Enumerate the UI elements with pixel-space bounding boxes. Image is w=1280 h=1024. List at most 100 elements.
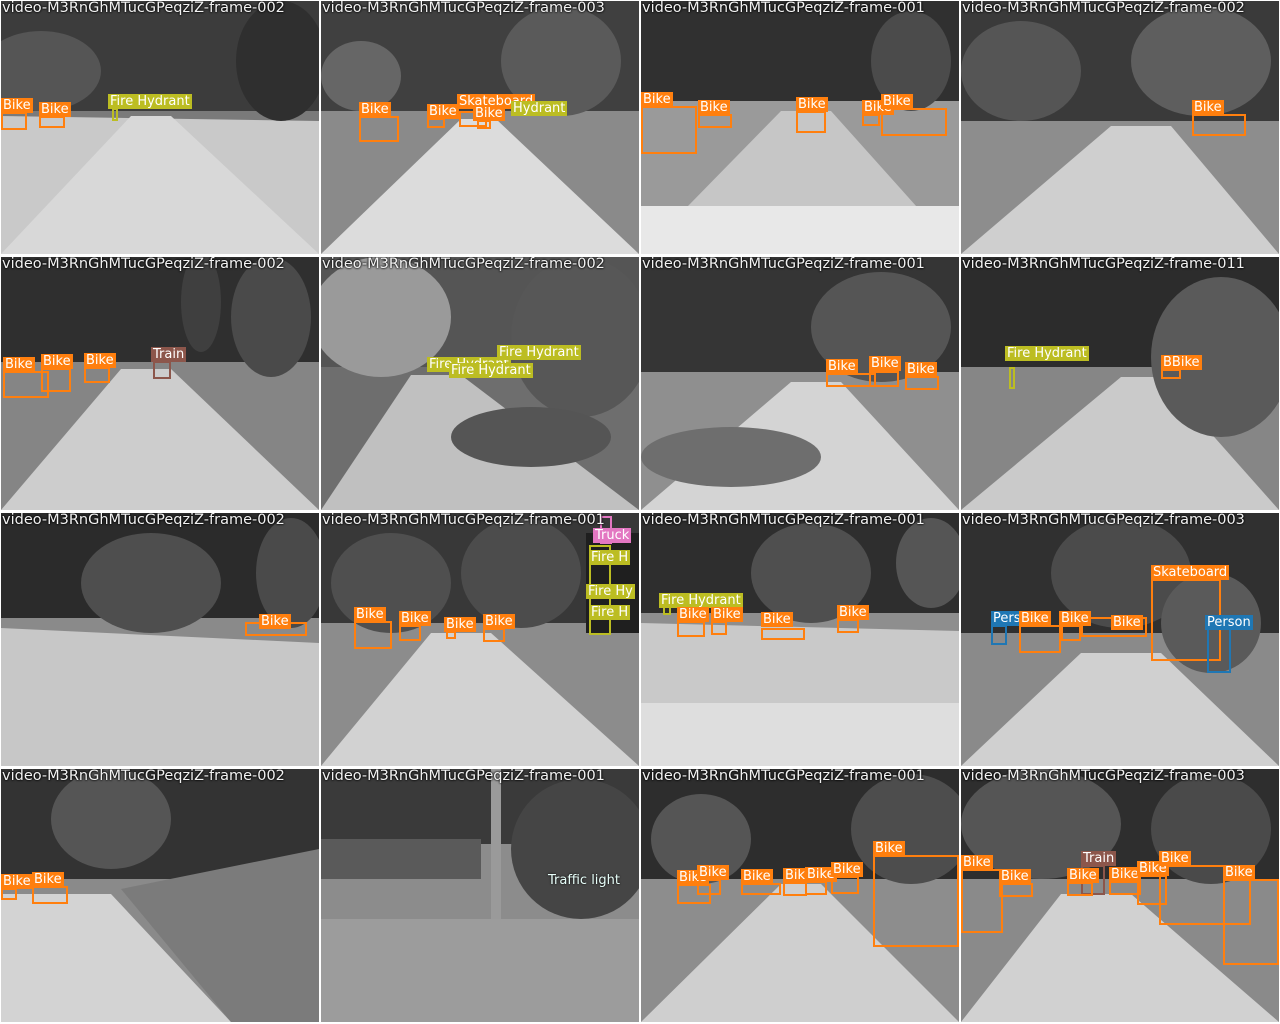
detection-box[interactable] (796, 111, 826, 133)
detection-label: Bike (1223, 865, 1255, 880)
detection-box[interactable] (41, 368, 71, 392)
detection-box[interactable] (483, 628, 505, 642)
detection-box[interactable] (1061, 625, 1081, 641)
detection-label: Bike (1067, 868, 1099, 883)
detection-label: Bike (41, 354, 73, 369)
detection-box[interactable] (905, 376, 939, 390)
detection-box[interactable] (1137, 875, 1167, 905)
detection-label: Bike (1, 874, 33, 889)
detection-box[interactable] (869, 371, 899, 387)
detection-label: Fire Hydrant (497, 345, 581, 360)
detection-label: Bike (711, 607, 743, 622)
thermal-road-scene (1, 769, 319, 1022)
detection-label: Bike (826, 359, 858, 374)
detection-label: Bike (1159, 851, 1191, 866)
detection-box[interactable] (826, 373, 876, 387)
detection-box[interactable] (32, 886, 68, 904)
detection-box[interactable] (991, 625, 1007, 645)
frame-tile[interactable]: video-M3RnGhMTucGPeqziZ-frame-002 Bike (1, 513, 319, 766)
detection-box[interactable] (805, 881, 827, 895)
detection-box[interactable] (1159, 865, 1251, 925)
detection-box[interactable] (153, 361, 171, 379)
detection-box[interactable] (698, 114, 732, 128)
thermal-road-scene (641, 513, 959, 766)
detection-box[interactable] (862, 114, 880, 126)
frame-tile[interactable]: video-M3RnGhMTucGPeqziZ-frame-001 Bike B… (321, 513, 639, 766)
detection-box[interactable] (1019, 625, 1061, 653)
frame-tile[interactable]: video-M3RnGhMTucGPeqziZ-frame-002 Bike (961, 1, 1279, 254)
detection-label: Bike (427, 104, 459, 119)
detection-box[interactable] (399, 625, 421, 641)
detection-label: Bike (905, 362, 937, 377)
detection-box[interactable] (999, 883, 1033, 897)
detection-box[interactable] (359, 116, 399, 142)
detection-box[interactable] (831, 876, 859, 894)
detection-box[interactable] (1109, 881, 1141, 895)
detection-box[interactable] (1161, 369, 1181, 379)
frame-title: video-M3RnGhMTucGPeqziZ-frame-002 (322, 257, 605, 272)
frame-tile[interactable]: video-M3RnGhMTucGPeqziZ-frame-002 Bike B… (1, 257, 319, 510)
frame-tile[interactable]: video-M3RnGhMTucGPeqziZ-frame-001 Traffi… (321, 769, 639, 1022)
detection-label: Skateboard (1151, 565, 1230, 580)
frame-tile[interactable]: video-M3RnGhMTucGPeqziZ-frame-003 Bike B… (961, 769, 1279, 1022)
thermal-road-scene (961, 1, 1279, 254)
detection-box[interactable] (1223, 879, 1279, 965)
detection-label: Fire H (589, 605, 631, 620)
detection-box[interactable] (711, 621, 727, 635)
detection-box[interactable] (427, 118, 445, 128)
frame-tile[interactable]: video-M3RnGhMTucGPeqziZ-frame-002 Bike B… (1, 1, 319, 254)
detection-label: Bike (354, 607, 386, 622)
detection-label: Bike (677, 607, 709, 622)
detection-box[interactable] (881, 108, 947, 136)
detection-box[interactable] (1067, 882, 1093, 896)
detection-box[interactable] (697, 879, 721, 895)
detection-box[interactable] (761, 628, 805, 640)
thermal-road-scene (1, 513, 319, 766)
detection-box[interactable] (3, 371, 49, 398)
detection-box[interactable] (1192, 114, 1246, 136)
detection-box[interactable] (641, 106, 697, 154)
frame-tile[interactable]: video-M3RnGhMTucGPeqziZ-frame-003 Bike B… (321, 1, 639, 254)
detection-label: Bike (1019, 611, 1051, 626)
detection-label: Bike (961, 855, 993, 870)
frame-title: video-M3RnGhMTucGPeqziZ-frame-002 (962, 1, 1245, 16)
frame-tile[interactable]: video-M3RnGhMTucGPeqziZ-frame-002 Fire H… (321, 257, 639, 510)
detection-box[interactable] (39, 116, 65, 128)
detection-label: Bike (641, 92, 673, 107)
detection-box[interactable] (837, 619, 859, 633)
detection-box[interactable] (1009, 367, 1015, 389)
frame-tile[interactable]: video-M3RnGhMTucGPeqziZ-frame-001 Fire H… (641, 513, 959, 766)
detection-box[interactable] (677, 621, 705, 637)
thermal-road-scene (641, 1, 959, 254)
detection-box[interactable] (741, 883, 781, 895)
frame-tile[interactable]: video-M3RnGhMTucGPeqziZ-frame-001 Bike B… (641, 769, 959, 1022)
detection-box[interactable] (112, 108, 118, 121)
detection-label: Fire Hy (586, 584, 635, 599)
frame-title: video-M3RnGhMTucGPeqziZ-frame-003 (962, 769, 1245, 784)
detection-label: Bike (483, 614, 515, 629)
detection-label: Bike (1192, 100, 1224, 115)
frame-title: video-M3RnGhMTucGPeqziZ-frame-002 (2, 1, 285, 16)
frame-tile[interactable]: video-M3RnGhMTucGPeqziZ-frame-002 Bike B… (1, 769, 319, 1022)
detection-box[interactable] (1, 888, 17, 900)
frame-tile[interactable]: video-M3RnGhMTucGPeqziZ-frame-001 Bike B… (641, 257, 959, 510)
detection-label: Bike (869, 356, 901, 371)
detection-box[interactable] (1207, 625, 1231, 673)
frame-title: video-M3RnGhMTucGPeqziZ-frame-001 (642, 513, 925, 528)
detection-box[interactable] (961, 869, 1003, 933)
detection-label: Bike (761, 612, 793, 627)
frame-tile[interactable]: video-M3RnGhMTucGPeqziZ-frame-003 Skateb… (961, 513, 1279, 766)
detection-box[interactable] (1, 112, 27, 130)
frame-title: video-M3RnGhMTucGPeqziZ-frame-002 (2, 769, 285, 784)
detection-label: Hydrant (511, 101, 568, 116)
frame-tile[interactable]: video-M3RnGhMTucGPeqziZ-frame-011 Fire H… (961, 257, 1279, 510)
detection-box[interactable] (477, 120, 491, 129)
detection-label: Bike (1109, 867, 1141, 882)
detection-label: Bike (1059, 611, 1091, 626)
detection-box[interactable] (354, 621, 392, 649)
detection-box[interactable] (873, 855, 959, 947)
detection-box[interactable] (446, 631, 456, 639)
detection-box[interactable] (783, 882, 807, 896)
detection-box[interactable] (84, 367, 110, 383)
frame-tile[interactable]: video-M3RnGhMTucGPeqziZ-frame-001 Bike B… (641, 1, 959, 254)
